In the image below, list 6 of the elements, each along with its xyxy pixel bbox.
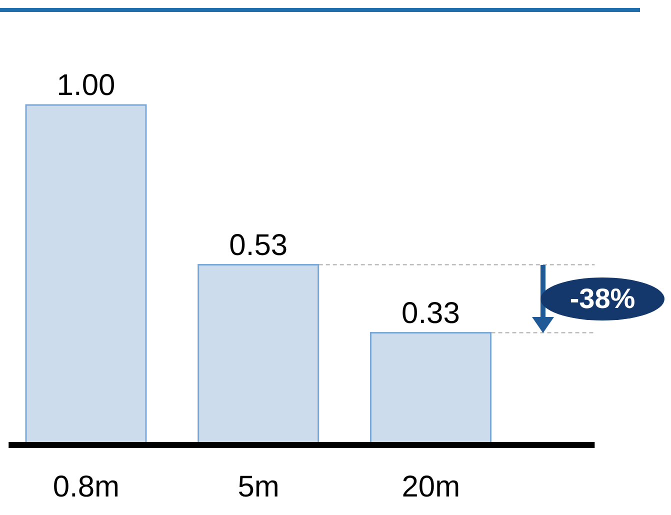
data-label: 1.00 (56, 69, 116, 102)
x-tick-label: 20m (402, 470, 460, 504)
data-label: 0.33 (402, 296, 460, 330)
data-label: 0.53 (229, 228, 288, 262)
x-tick-label: 0.8m (52, 470, 120, 504)
x-tick-label: 5m (238, 470, 280, 504)
